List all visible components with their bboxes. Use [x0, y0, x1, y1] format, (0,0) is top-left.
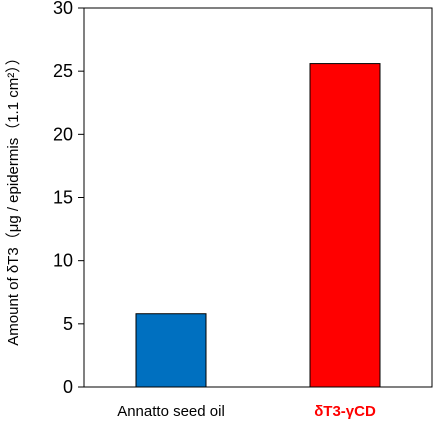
bars [135, 63, 381, 388]
y-tick-label: 25 [53, 61, 73, 81]
y-tick-label: 5 [63, 314, 73, 334]
x-category-label: Annatto seed oil [117, 403, 225, 420]
y-axis-ticks: 0 5 10 15 20 25 30 [53, 0, 84, 397]
y-tick-label: 10 [53, 251, 73, 271]
y-tick-label: 15 [53, 188, 73, 208]
x-category-label: δT3-γCD [314, 403, 376, 420]
y-axis-title: Amount of δT3（μg / epidermis（1.1 cm²）） [5, 50, 22, 345]
plot-frame [83, 7, 433, 388]
y-tick-label: 20 [53, 124, 73, 144]
bar-dt3-gcd [309, 63, 381, 388]
bar-annatto-seed-oil [135, 313, 207, 388]
x-axis-labels: Annatto seed oil δT3-γCD [117, 403, 376, 420]
y-tick-label: 0 [63, 377, 73, 397]
y-tick-label: 30 [53, 0, 73, 18]
